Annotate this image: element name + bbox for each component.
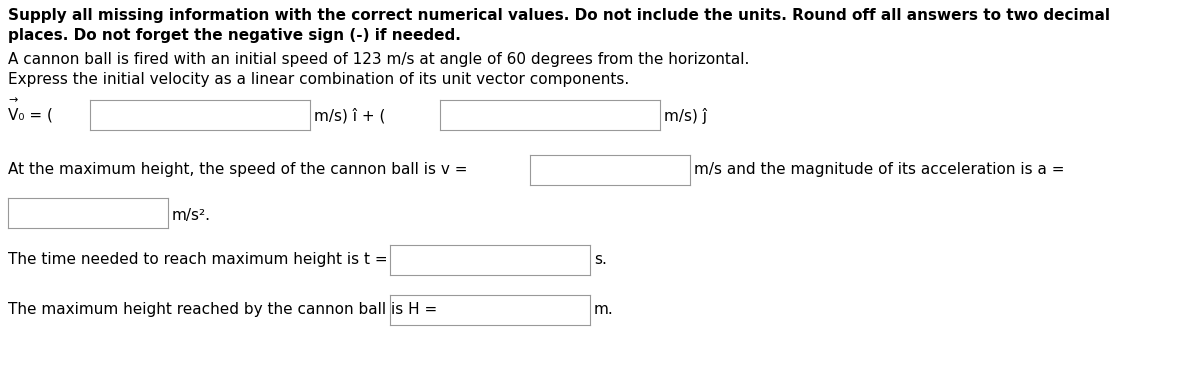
Text: m/s) ĵ: m/s) ĵ: [664, 108, 707, 124]
Text: A cannon ball is fired with an initial speed of 123 m/s at angle of 60 degrees f: A cannon ball is fired with an initial s…: [8, 52, 749, 67]
Text: m.: m.: [594, 302, 613, 317]
Text: m/s and the magnitude of its acceleration is a =: m/s and the magnitude of its acceleratio…: [694, 162, 1064, 177]
Text: Express the initial velocity as a linear combination of its unit vector componen: Express the initial velocity as a linear…: [8, 72, 629, 87]
Text: The time needed to reach maximum height is t =: The time needed to reach maximum height …: [8, 252, 388, 267]
Text: Supply all missing information with the correct numerical values. Do not include: Supply all missing information with the …: [8, 8, 1110, 23]
Text: s.: s.: [594, 252, 607, 267]
Text: m/s².: m/s².: [172, 208, 211, 223]
Text: places. Do not forget the negative sign (-) if needed.: places. Do not forget the negative sign …: [8, 28, 461, 43]
Text: At the maximum height, the speed of the cannon ball is v =: At the maximum height, the speed of the …: [8, 162, 468, 177]
Text: m/s) î + (: m/s) î + (: [314, 108, 385, 124]
Text: →: →: [8, 95, 17, 105]
Text: V₀ = (: V₀ = (: [8, 108, 53, 123]
Text: The maximum height reached by the cannon ball is H =: The maximum height reached by the cannon…: [8, 302, 437, 317]
